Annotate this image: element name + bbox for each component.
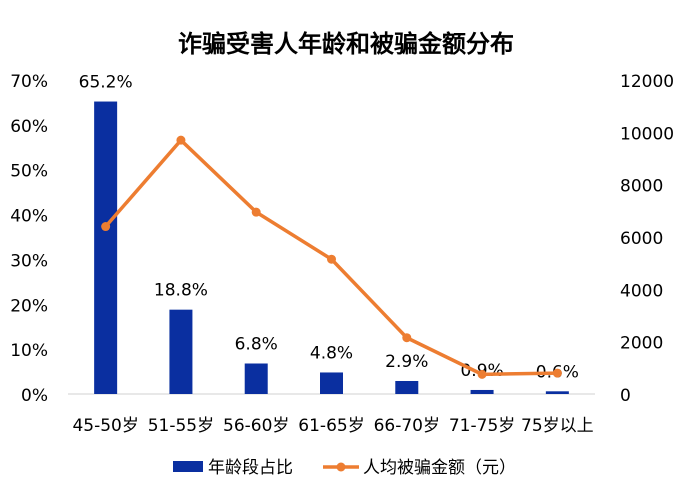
x-tick-labels: 45-50岁 51-55岁 56-60岁 61-65岁 66-70岁 71-75岁 75岁以… <box>72 416 593 436</box>
right-y-tick-label: 2000 <box>620 334 663 354</box>
bar-data-label: 2.9% <box>385 352 428 372</box>
left-y-tick-label: 60% <box>10 117 48 137</box>
bar <box>470 389 494 394</box>
bar <box>94 101 118 394</box>
chart-title: 诈骗受害人年龄和被骗金额分布 <box>178 30 514 58</box>
line-point <box>176 135 186 145</box>
x-tick-label: 51-55岁 <box>148 416 214 436</box>
right-y-tick-label: 0 <box>620 386 631 406</box>
bar <box>169 309 193 394</box>
line-point <box>402 333 412 343</box>
x-tick-label: 61-65岁 <box>298 416 364 436</box>
right-y-tick-label: 12000 <box>620 72 674 92</box>
bar <box>395 380 419 394</box>
bar-data-label: 18.8% <box>154 281 208 301</box>
left-y-tick-label: 20% <box>10 296 48 316</box>
left-y-tick-label: 10% <box>10 341 48 361</box>
right-y-axis: 0 2000 4000 6000 8000 10000 12000 <box>620 72 674 406</box>
line-series <box>101 135 562 379</box>
bar-data-label: 4.8% <box>310 343 353 363</box>
bar <box>545 391 569 394</box>
bar-series <box>94 101 569 394</box>
line-point <box>327 254 336 264</box>
legend-line-marker <box>336 462 346 472</box>
legend: 年龄段占比 人均被骗金额（元） <box>173 458 516 478</box>
line-point <box>101 222 111 232</box>
legend-bar-swatch <box>173 461 203 472</box>
right-y-tick-label: 10000 <box>620 124 674 144</box>
bar-data-label: 65.2% <box>79 73 133 93</box>
right-y-tick-label: 6000 <box>620 229 663 249</box>
bar <box>244 363 268 394</box>
line-point <box>477 369 487 379</box>
x-tick-label: 71-75岁 <box>449 416 515 436</box>
x-tick-label: 75岁以上 <box>521 416 594 436</box>
left-y-tick-label: 40% <box>10 207 48 227</box>
left-y-tick-label: 70% <box>10 72 48 92</box>
left-y-tick-label: 0% <box>21 386 48 406</box>
x-tick-label: 66-70岁 <box>374 416 440 436</box>
left-y-tick-label: 50% <box>10 162 48 182</box>
x-tick-label: 56-60岁 <box>223 416 289 436</box>
legend-bar-label: 年龄段占比 <box>208 458 293 478</box>
bar-data-label: 6.8% <box>235 334 278 354</box>
bar <box>320 372 343 394</box>
line-point <box>552 368 562 378</box>
right-y-tick-label: 4000 <box>620 281 663 301</box>
legend-line-label: 人均被骗金额（元） <box>363 458 516 478</box>
left-y-axis: 0% 10% 20% 30% 40% 50% 60% 70% <box>10 72 48 406</box>
x-tick-label: 45-50岁 <box>72 416 138 436</box>
line-point <box>251 207 261 217</box>
right-y-tick-label: 8000 <box>620 177 663 197</box>
bar-data-labels: 65.2%18.8%6.8%4.8%2.9%0.9%0.6% <box>79 73 579 383</box>
left-y-tick-label: 30% <box>10 251 48 271</box>
